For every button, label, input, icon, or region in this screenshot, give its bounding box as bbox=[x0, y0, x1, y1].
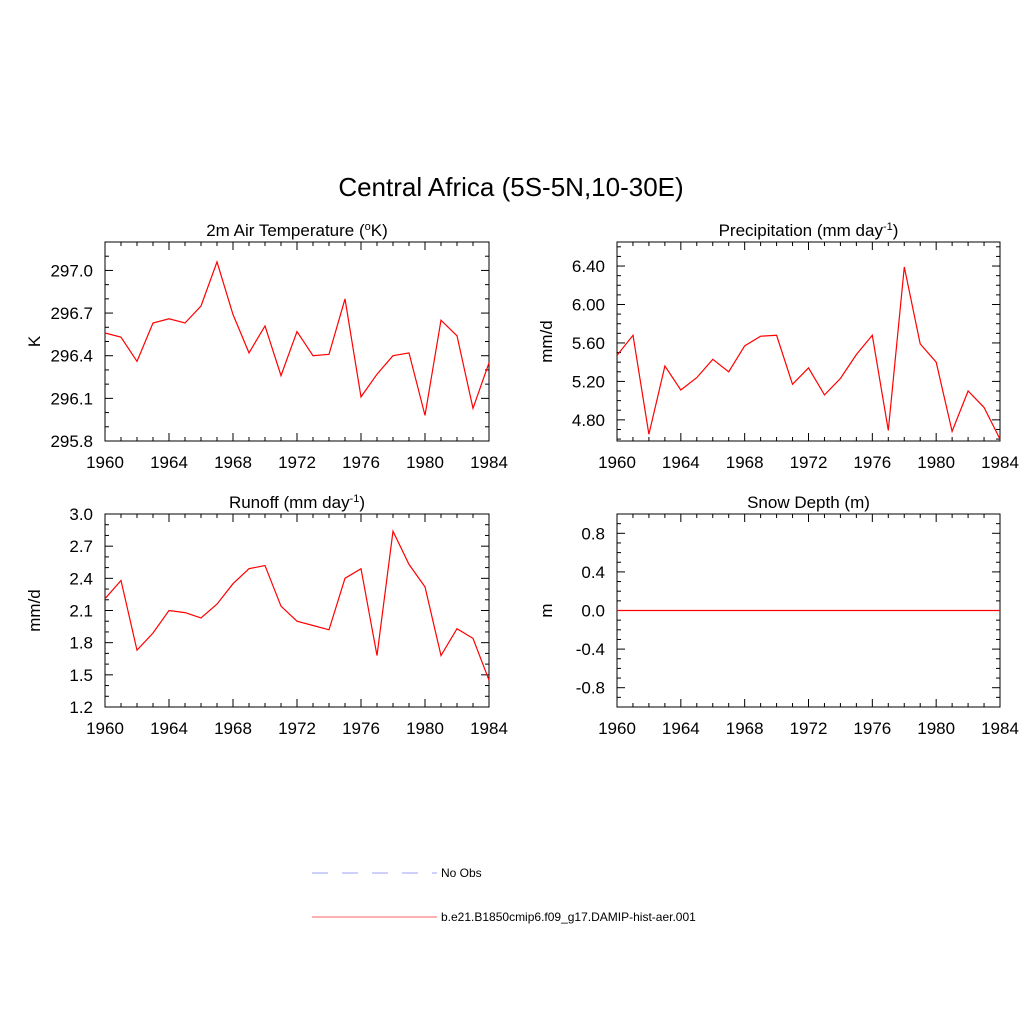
x-tick-label: 1964 bbox=[150, 453, 188, 472]
x-tick-label: 1960 bbox=[598, 453, 636, 472]
x-tick-label: 1968 bbox=[214, 453, 252, 472]
y-tick-label: 0.8 bbox=[581, 524, 605, 543]
x-tick-label: 1984 bbox=[981, 453, 1019, 472]
y-tick-label: -0.8 bbox=[576, 679, 605, 698]
y-tick-label: 3.0 bbox=[69, 505, 93, 524]
series-line bbox=[104, 260, 490, 416]
x-tick-label: 1960 bbox=[86, 453, 124, 472]
y-tick-label: 1.5 bbox=[69, 666, 93, 685]
x-tick-label: 1972 bbox=[790, 453, 828, 472]
x-tick-label: 1960 bbox=[598, 719, 636, 738]
x-tick-label: 1980 bbox=[406, 453, 444, 472]
plot-frame bbox=[104, 513, 490, 708]
x-tick-label: 1968 bbox=[214, 719, 252, 738]
chart-panel-4: Snow Depth (m) m 1960 1964 1968 1972 1976 1980 1… bbox=[537, 493, 1019, 738]
x-tick-label: 1972 bbox=[278, 719, 316, 738]
y-axis-label: K bbox=[25, 335, 44, 347]
plot-frame bbox=[616, 241, 1001, 442]
y-tick-label: 296.7 bbox=[50, 304, 93, 323]
x-tick-label: 1984 bbox=[981, 719, 1019, 738]
series-line bbox=[616, 266, 1001, 440]
x-tick-label: 1964 bbox=[150, 719, 188, 738]
y-axis-label: mm/d bbox=[25, 589, 44, 632]
y-tick-label: -0.4 bbox=[576, 640, 605, 659]
x-tick-label: 1964 bbox=[662, 719, 700, 738]
y-tick-label: 6.00 bbox=[572, 295, 605, 314]
x-tick-label: 1968 bbox=[726, 453, 764, 472]
x-tick-label: 1964 bbox=[662, 453, 700, 472]
series-line bbox=[104, 529, 490, 681]
x-tick-label: 1984 bbox=[470, 453, 508, 472]
x-tick-label: 1960 bbox=[86, 719, 124, 738]
x-tick-label: 1980 bbox=[917, 719, 955, 738]
y-tick-label: 1.8 bbox=[69, 634, 93, 653]
x-tick-label: 1980 bbox=[406, 719, 444, 738]
y-tick-label: 296.4 bbox=[50, 347, 93, 366]
y-tick-label: 297.0 bbox=[50, 261, 93, 280]
figure-title: Central Africa (5S-5N,10-30E) bbox=[338, 172, 683, 202]
panel-title: Snow Depth (m) bbox=[747, 493, 870, 512]
x-tick-label: 1972 bbox=[790, 719, 828, 738]
x-tick-label: 1968 bbox=[726, 719, 764, 738]
y-tick-label: 4.80 bbox=[572, 411, 605, 430]
y-tick-label: 0.4 bbox=[581, 563, 605, 582]
legend-label: b.e21.B1850cmip6.f09_g17.DAMIP-hist-aer.… bbox=[441, 910, 696, 924]
x-tick-label: 1976 bbox=[853, 719, 891, 738]
chart-panel-3: Runoff (mm day-1) mm/d 1960 1964 1968 1972 197… bbox=[25, 493, 508, 738]
legend: No Obs b.e21.B1850cmip6.f09_g17.DAMIP-his… bbox=[312, 866, 696, 924]
y-tick-label: 1.2 bbox=[69, 698, 93, 717]
legend-item: b.e21.B1850cmip6.f09_g17.DAMIP-hist-aer.… bbox=[312, 910, 696, 924]
y-axis-label: m bbox=[537, 603, 556, 617]
y-tick-label: 295.8 bbox=[50, 432, 93, 451]
chart-panel-2: Precipitation (mm day-1) mm/d 1960 1964 1968… bbox=[537, 221, 1019, 472]
x-tick-label: 1976 bbox=[853, 453, 891, 472]
legend-item: No Obs bbox=[312, 866, 482, 880]
plot-frame bbox=[104, 241, 490, 442]
x-tick-label: 1980 bbox=[917, 453, 955, 472]
x-tick-label: 1976 bbox=[342, 719, 380, 738]
panel-title: 2m Air Temperature (oK) bbox=[206, 221, 388, 240]
y-tick-label: 2.1 bbox=[69, 602, 93, 621]
y-tick-label: 6.40 bbox=[572, 257, 605, 276]
panel-title: Runoff (mm day-1) bbox=[229, 493, 365, 512]
x-tick-label: 1972 bbox=[278, 453, 316, 472]
y-tick-label: 2.7 bbox=[69, 537, 93, 556]
x-tick-label: 1984 bbox=[470, 719, 508, 738]
y-tick-label: 0.0 bbox=[581, 602, 605, 621]
y-tick-label: 296.1 bbox=[50, 389, 93, 408]
legend-label: No Obs bbox=[441, 866, 482, 880]
y-tick-label: 5.60 bbox=[572, 334, 605, 353]
chart-panel-1: 2m Air Temperature (oK) K 1960 1964 1968 1972… bbox=[25, 221, 508, 472]
y-tick-label: 5.20 bbox=[572, 372, 605, 391]
y-tick-label: 2.4 bbox=[69, 569, 93, 588]
chart-panels: 2m Air Temperature (oK) K 1960 1964 1968 1972… bbox=[25, 221, 1019, 738]
x-tick-label: 1976 bbox=[342, 453, 380, 472]
y-axis-label: mm/d bbox=[537, 320, 556, 363]
panel-title: Precipitation (mm day-1) bbox=[719, 221, 899, 240]
